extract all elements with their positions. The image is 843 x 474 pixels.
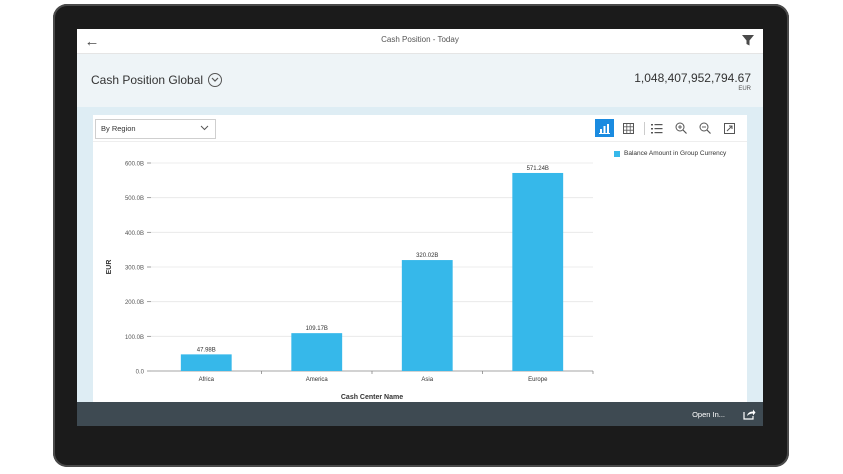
back-arrow-icon: ←	[84, 32, 100, 50]
share-button[interactable]	[743, 407, 757, 421]
bar-asia	[401, 260, 453, 371]
content-area: By Region	[77, 107, 763, 402]
x-tick-label: Africa	[199, 377, 215, 383]
filter-button[interactable]	[741, 33, 757, 49]
y-tick-label: 300.0B	[125, 266, 144, 272]
y-tick-label: 0.0	[136, 370, 145, 376]
table-view-button[interactable]	[619, 119, 638, 137]
y-tick-label: 400.0B	[125, 231, 144, 237]
data-label: 571.24B	[527, 166, 549, 172]
y-tick-label: 600.0B	[125, 162, 144, 168]
page-header: Cash Position Global 1,048,407,952,794.6…	[77, 54, 763, 107]
legend-toggle-button[interactable]	[647, 119, 666, 137]
chart-legend: Balance Amount in Group Currency	[614, 150, 726, 157]
y-tick-label: 100.0B	[125, 335, 144, 341]
chart-toolbar: By Region	[93, 115, 747, 142]
share-icon	[743, 409, 756, 420]
x-tick-label: America	[306, 377, 329, 383]
bar-chart-icon	[599, 123, 610, 134]
chevron-down-icon	[211, 77, 219, 82]
y-tick-label: 500.0B	[125, 196, 144, 202]
y-tick-label: 200.0B	[125, 300, 144, 306]
back-button[interactable]: ←	[83, 32, 101, 50]
data-label: 47.98B	[197, 347, 216, 353]
footer-bar: Open In...	[77, 402, 763, 426]
region-select-value: By Region	[101, 124, 136, 133]
y-axis-label: EUR	[106, 260, 113, 275]
bar-europe	[512, 172, 564, 371]
toolbar-separator	[644, 122, 645, 135]
kpi-value: 1,048,407,952,794.67	[634, 71, 751, 85]
region-select[interactable]: By Region	[95, 119, 216, 139]
data-label: 109.17B	[306, 326, 328, 332]
fullscreen-icon	[724, 122, 735, 134]
app-screen: ← Cash Position - Today Cash Position Gl…	[77, 29, 763, 426]
chevron-down-icon	[200, 125, 209, 131]
data-label: 320.02B	[416, 253, 438, 259]
x-tick-label: Europe	[528, 377, 548, 383]
bar-chart: 0.0 100.0B 200.0B 300.0B 400.0B 500.0B 600.0B E…	[106, 162, 594, 401]
table-icon	[623, 122, 634, 134]
legend-label: Balance Amount in Group Currency	[624, 150, 727, 157]
legend-list-icon	[650, 123, 662, 133]
zoom-out-button[interactable]	[695, 119, 714, 137]
kpi-unit: EUR	[738, 86, 751, 92]
bar-chart-button[interactable]	[595, 119, 614, 137]
zoom-in-icon	[675, 122, 687, 134]
fullscreen-button[interactable]	[720, 119, 739, 137]
x-axis-label: Cash Center Name	[341, 394, 403, 401]
zoom-out-icon	[699, 122, 711, 134]
legend-swatch	[614, 150, 620, 157]
title-dropdown-button[interactable]	[208, 73, 222, 87]
shell-title: Cash Position - Today	[381, 35, 459, 44]
bar-america	[291, 333, 343, 371]
bar-africa	[180, 354, 232, 371]
x-tick-label: Asia	[421, 377, 433, 383]
shell-bar: ← Cash Position - Today	[77, 29, 763, 54]
zoom-in-button[interactable]	[671, 119, 690, 137]
filter-icon	[742, 35, 754, 46]
page-title: Cash Position Global	[91, 73, 204, 87]
open-in-button[interactable]: Open In...	[692, 410, 725, 419]
chart-card: By Region	[93, 115, 747, 402]
